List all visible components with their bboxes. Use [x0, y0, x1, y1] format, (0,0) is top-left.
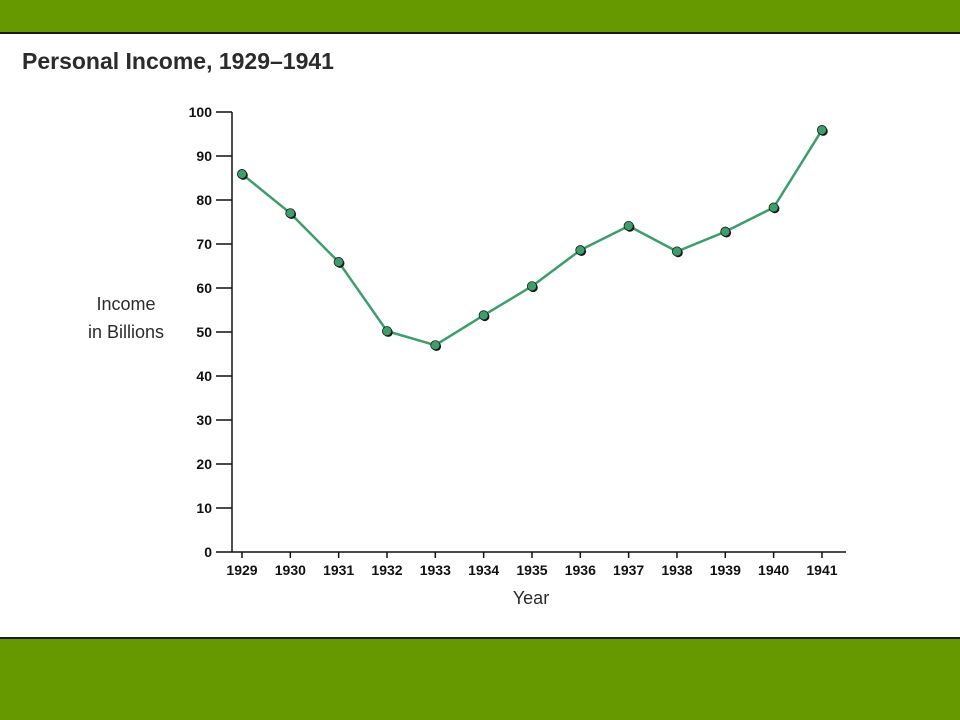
slide-content: Personal Income, 1929–1941 Income in Bil… — [0, 34, 960, 637]
y-tick-label: 40 — [196, 368, 212, 384]
bottom-green-band — [0, 639, 960, 720]
data-point — [671, 246, 682, 257]
y-axis-title-line-2: in Billions — [88, 322, 164, 342]
bottom-divider-line — [0, 637, 960, 639]
y-tick-label: 10 — [196, 500, 212, 516]
top-divider-line — [0, 32, 960, 34]
y-tick-label: 0 — [204, 544, 212, 560]
data-point — [430, 340, 441, 351]
x-tick-label: 1931 — [323, 562, 354, 578]
x-tick-label: 1940 — [758, 562, 789, 578]
x-tick-label: 1933 — [420, 562, 451, 578]
data-point — [526, 281, 537, 292]
y-tick-label: 60 — [196, 280, 212, 296]
x-tick-label: 1939 — [710, 562, 741, 578]
income-series — [236, 125, 828, 351]
x-tick-label: 1936 — [565, 562, 596, 578]
y-axis-title-line-1: Income — [96, 294, 155, 314]
data-point — [478, 310, 489, 321]
x-tick-label: 1938 — [661, 562, 692, 578]
x-tick-label: 1935 — [516, 562, 547, 578]
data-point — [768, 202, 779, 213]
data-point — [381, 326, 392, 337]
x-tick-label: 1929 — [226, 562, 257, 578]
data-point — [720, 226, 731, 237]
y-axis: 0 10 20 30 40 50 60 70 80 90 100 — [189, 104, 233, 560]
y-tick-label: 20 — [196, 456, 212, 472]
y-tick-label: 80 — [196, 192, 212, 208]
x-tick-label: 1934 — [468, 562, 499, 578]
data-point — [575, 245, 586, 256]
y-tick-label: 30 — [196, 412, 212, 428]
data-point — [236, 169, 247, 180]
x-tick-label: 1932 — [371, 562, 402, 578]
y-tick-label: 90 — [196, 148, 212, 164]
chart-title: Personal Income, 1929–1941 — [22, 48, 334, 74]
y-axis-title: Income in Billions — [88, 294, 164, 342]
data-point — [816, 125, 827, 136]
data-point — [285, 208, 296, 219]
y-tick-label: 50 — [196, 324, 212, 340]
y-tick-label: 100 — [189, 104, 213, 120]
x-axis: 1929 1930 1931 1932 1933 1934 1935 1936 1937 1938… — [226, 551, 846, 578]
data-point — [623, 220, 634, 231]
top-green-band — [0, 0, 960, 32]
y-tick-label: 70 — [196, 236, 212, 252]
income-line-chart: Personal Income, 1929–1941 Income in Bil… — [22, 48, 846, 608]
x-tick-label: 1930 — [275, 562, 306, 578]
x-axis-title: Year — [513, 588, 549, 608]
series-line — [241, 129, 824, 347]
x-tick-label: 1937 — [613, 562, 644, 578]
x-tick-label: 1941 — [806, 562, 837, 578]
data-point — [333, 257, 344, 268]
